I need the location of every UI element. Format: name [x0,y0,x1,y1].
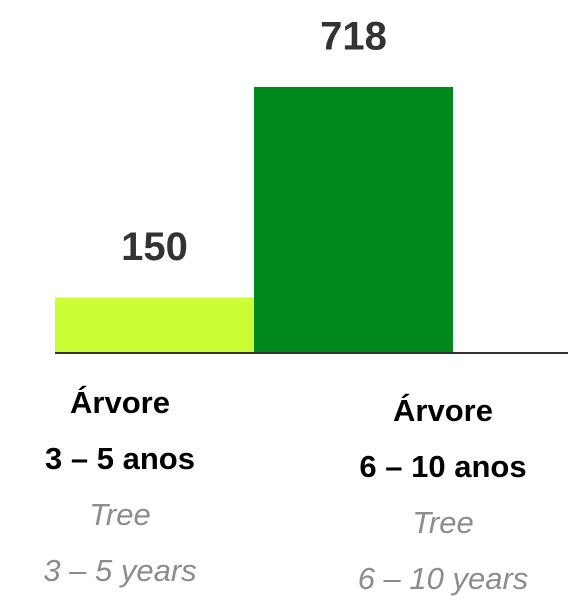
value-label: 150 [121,225,188,269]
category-label: 6 – 10 anos [359,449,526,484]
category-label: Árvore [393,393,493,428]
translation-label: Tree [89,497,150,532]
translation-label: 6 – 10 years [358,561,529,596]
bar [55,297,254,353]
value-label: 718 [320,15,387,59]
category-label: Árvore [70,385,170,420]
category-label: 3 – 5 anos [45,441,195,476]
translation-label: Tree [412,505,473,540]
translation-label: 3 – 5 years [43,553,196,588]
bar [254,86,453,354]
